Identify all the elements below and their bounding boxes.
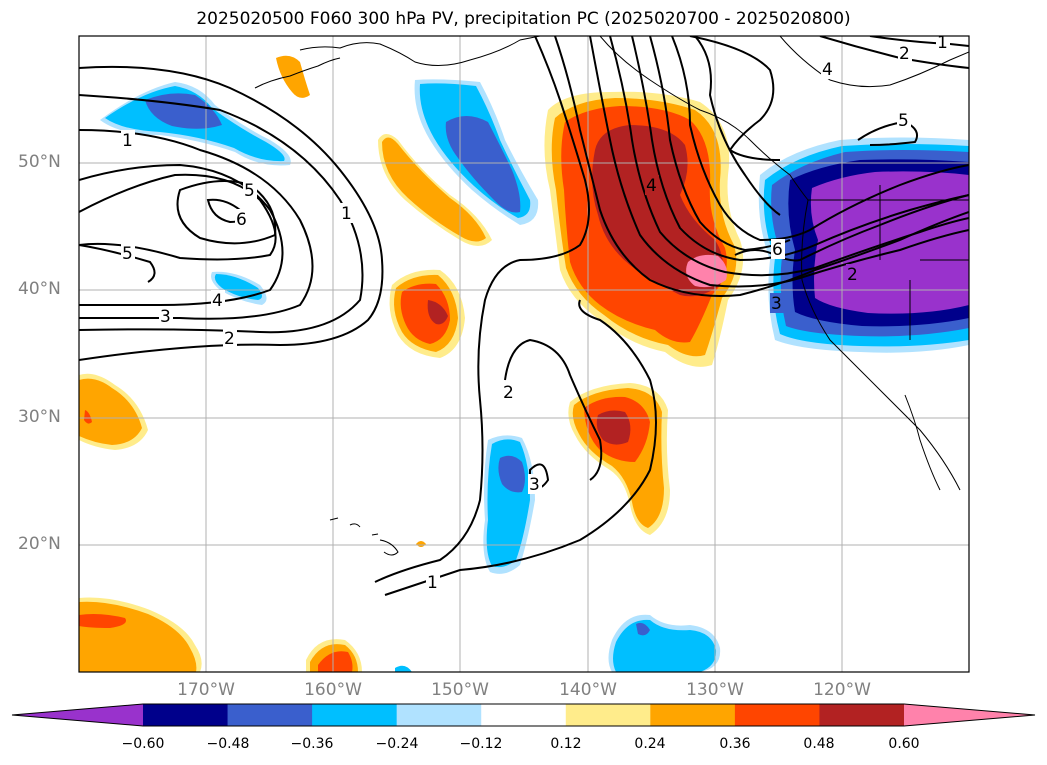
colorbar-tick: 0.12 — [550, 736, 582, 752]
colorbar-tick: −0.48 — [206, 736, 250, 752]
contour-label-2: 2 — [899, 44, 910, 64]
contour-label-1: 1 — [937, 33, 948, 53]
contour-label-5: 5 — [244, 181, 255, 201]
lon-label-140w: 140°W — [559, 680, 617, 700]
map-frame — [78, 35, 970, 673]
contour-label-4: 4 — [646, 176, 657, 196]
colorbar-tick: −0.60 — [121, 736, 165, 752]
colorbar-outline — [11, 703, 1036, 727]
lat-label-30n: 30°N — [18, 407, 61, 427]
contour-label-2: 2 — [224, 329, 235, 349]
colorbar-tick: 0.24 — [634, 736, 666, 752]
colorbar-tick: −0.36 — [290, 736, 334, 752]
contour-label-1: 1 — [427, 573, 438, 593]
contour-label-6: 6 — [772, 240, 783, 260]
colorbar-cell — [819, 704, 905, 726]
contour-label-4: 4 — [212, 291, 223, 311]
contour-label-2: 2 — [503, 383, 514, 403]
pv-contours — [79, 36, 969, 596]
lon-label-150w: 150°W — [431, 680, 489, 700]
colorbar-cell — [481, 704, 567, 726]
contour-label-4: 4 — [822, 60, 833, 80]
lat-label-50n: 50°N — [18, 152, 61, 172]
lon-label-120w: 120°W — [813, 680, 871, 700]
colorbar-cell — [312, 704, 398, 726]
colorbar-cell — [734, 704, 820, 726]
contour-label-3: 3 — [529, 475, 540, 495]
lon-label-160w: 160°W — [304, 680, 362, 700]
contour-label-3: 3 — [771, 294, 782, 314]
graticule — [79, 36, 969, 672]
contour-label-6: 6 — [236, 210, 247, 230]
contour-label-5: 5 — [122, 244, 133, 264]
colorbar — [11, 703, 1036, 727]
colorbar-cell — [143, 704, 229, 726]
colorbar-tick: 0.36 — [719, 736, 751, 752]
lat-label-40n: 40°N — [18, 279, 61, 299]
lon-label-130w: 130°W — [686, 680, 744, 700]
colorbar-extend-high — [904, 704, 1035, 726]
map-title: 2025020500 F060 300 hPa PV, precipitatio… — [196, 9, 851, 29]
contour-label-2: 2 — [847, 265, 858, 285]
colorbar-cell — [565, 704, 651, 726]
contour-label-5: 5 — [898, 111, 909, 131]
contour-labels: 1 5 6 1 5 4 3 2 2 3 1 4 6 3 — [121, 33, 950, 593]
contour-label-1: 1 — [122, 131, 133, 151]
colorbar-tick: 0.48 — [803, 736, 835, 752]
contour-label-1: 1 — [341, 204, 352, 224]
colorbar-extend-low — [12, 704, 143, 726]
colorbar-cell — [227, 704, 313, 726]
colorbar-tick: −0.12 — [459, 736, 503, 752]
colorbar-cell — [396, 704, 482, 726]
colorbar-tick: 0.60 — [888, 736, 920, 752]
colorbar-cell — [650, 704, 736, 726]
contour-label-3: 3 — [160, 307, 171, 327]
colorbar-tick: −0.24 — [375, 736, 419, 752]
lon-label-170w: 170°W — [177, 680, 235, 700]
lat-label-20n: 20°N — [18, 534, 61, 554]
